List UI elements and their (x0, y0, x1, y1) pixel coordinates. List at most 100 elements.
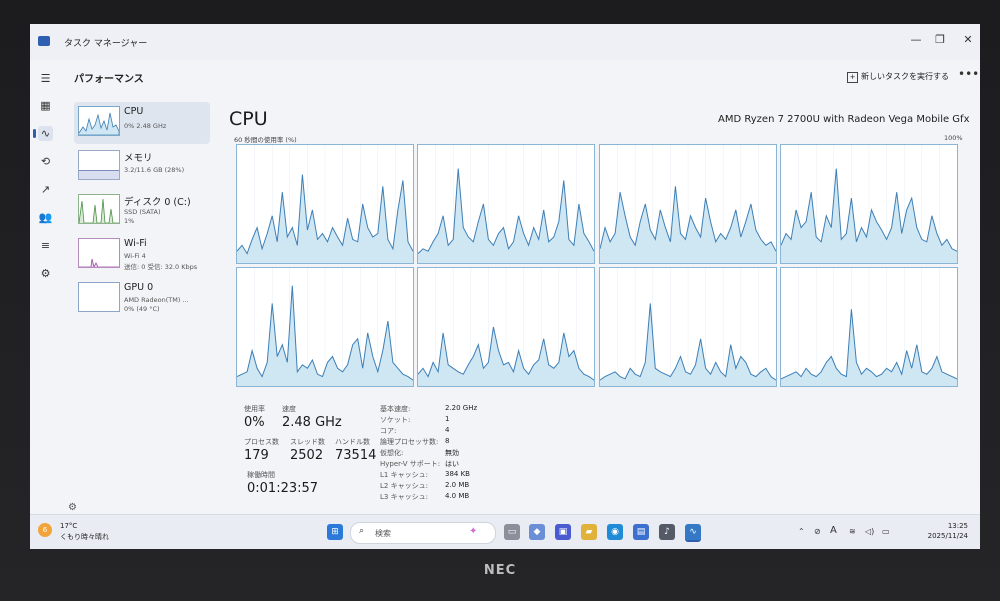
store-icon[interactable]: ▤ (633, 524, 649, 540)
left-nav: ☰ ▦ ∿ ⟲ ↗ 👥 ≡ ⚙ (30, 60, 60, 512)
media-player-icon[interactable]: ♪ (659, 524, 675, 540)
resource-gpu[interactable]: GPU 0 AMD Radeon(TM) ... 0% (49 °C) (74, 278, 210, 320)
spec-value: 2.0 MB (445, 481, 470, 489)
resource-name: CPU (124, 106, 144, 117)
resource-cpu[interactable]: CPU 0% 2.48 GHz (74, 102, 210, 144)
taskbar-search[interactable]: ⌕ 検索 ✦ (350, 522, 496, 544)
resource-sub: 送信: 0 受信: 32.0 Kbps (124, 263, 198, 271)
handles-value: 73514 (335, 448, 377, 463)
title-bar: タスク マネージャー — ❐ ✕ (30, 24, 980, 60)
startup-icon[interactable]: ↗ (40, 183, 51, 196)
spec-label: L1 キャッシュ: (380, 471, 428, 479)
run-new-task-button[interactable]: + 新しいタスクを実行する (847, 68, 949, 86)
performance-icon[interactable]: ∿ (33, 126, 53, 141)
more-options-button[interactable]: ••• (958, 67, 980, 81)
resource-sub: 0% (49 °C) (124, 305, 160, 313)
resource-memory[interactable]: メモリ 3.2/11.6 GB (28%) (74, 146, 210, 188)
details-icon[interactable]: ≡ (40, 239, 51, 252)
volume-icon[interactable]: ◁) (865, 527, 875, 536)
cpu-core-graph (599, 267, 777, 387)
cpu-core-chart (237, 268, 413, 386)
resource-name: ディスク 0 (C:) (124, 197, 191, 208)
wifi-icon[interactable]: ≋ (849, 527, 856, 536)
clock-date[interactable]: 2025/11/24 (927, 532, 968, 540)
cpu-usage-line (237, 174, 413, 255)
cpu-usage-line (418, 168, 594, 254)
ime-indicator[interactable]: A (830, 525, 837, 536)
cpu-usage-area (781, 309, 957, 386)
services-icon[interactable]: ⚙ (40, 267, 51, 280)
cpu-model: AMD Ryzen 7 2700U with Radeon Vega Mobil… (718, 114, 970, 125)
cpu-usage-line (600, 186, 776, 252)
weather-temp[interactable]: 17°C (60, 522, 78, 530)
page-title: パフォーマンス (74, 74, 144, 85)
resource-sub: AMD Radeon(TM) ... (124, 296, 189, 304)
processes-icon[interactable]: ▦ (40, 99, 51, 112)
spec-value: はい (445, 460, 459, 468)
threads-value: 2502 (290, 448, 324, 463)
weather-desc[interactable]: くもり時々晴れ (60, 533, 109, 541)
resource-sub: 3.2/11.6 GB (28%) (124, 166, 185, 174)
menu-icon[interactable]: ☰ (40, 72, 51, 85)
speed-label: 速度 (282, 405, 296, 413)
minimize-button[interactable]: — (910, 33, 922, 46)
spec-label: 仮想化: (380, 449, 404, 457)
usage-max: 100% (944, 134, 963, 142)
resource-name: メモリ (124, 153, 153, 164)
file-explorer-icon[interactable]: ▰ (581, 524, 597, 540)
search-icon: ⌕ (359, 526, 365, 536)
resource-name: Wi-Fi (124, 238, 147, 249)
resource-sub: 1% (124, 217, 135, 225)
cpu-core-chart (600, 145, 776, 263)
cpu-usage-line (418, 326, 594, 381)
users-icon[interactable]: 👥 (38, 211, 53, 224)
tray-overflow-icon[interactable]: ⌃ (798, 527, 805, 536)
teams-icon[interactable]: ▣ (555, 524, 571, 540)
spec-value: 4 (445, 426, 450, 434)
close-button[interactable]: ✕ (963, 33, 973, 46)
resource-wifi[interactable]: Wi-Fi Wi-Fi 4 送信: 0 受信: 32.0 Kbps (74, 234, 210, 276)
battery-icon[interactable]: ▭ (882, 527, 890, 536)
copilot-icon[interactable]: ✦ (469, 526, 478, 537)
start-icon[interactable]: ⊞ (327, 524, 343, 540)
window-title: タスク マネージャー (64, 39, 148, 49)
taskbar: 6 17°C くもり時々晴れ ⊞ ⌕ 検索 ✦ ▭ ◆ ▣ ▰ ◉ ▤ ♪ ∿ … (30, 514, 980, 549)
spec-value: 2.20 GHz (445, 404, 478, 412)
notification-off-icon[interactable]: ⊘ (814, 527, 821, 536)
cpu-core-graph (417, 144, 595, 264)
cpu-core-graph (417, 267, 595, 387)
cpu-usage-area (781, 168, 957, 263)
restore-button[interactable]: ❐ (935, 33, 945, 46)
edge-icon[interactable]: ◉ (607, 524, 623, 540)
weather-icon[interactable]: 6 (38, 523, 52, 537)
cpu-core-chart (600, 268, 776, 386)
cpu-usage-area (418, 168, 594, 263)
task-manager-icon (38, 36, 50, 46)
cpu-usage-area (237, 285, 413, 386)
copilot-app-icon[interactable]: ◆ (529, 524, 545, 540)
task-view-icon[interactable]: ▭ (504, 524, 520, 540)
wifi-thumbnail-graph (79, 258, 119, 267)
spec-label: ソケット: (380, 416, 411, 424)
utilization-value: 0% (244, 415, 265, 430)
clock-time[interactable]: 13:25 (947, 522, 968, 530)
gpu-thumbnail (78, 282, 120, 312)
wifi-thumbnail (78, 238, 120, 268)
task-manager-taskbar-icon[interactable]: ∿ (685, 524, 701, 542)
processes-value: 179 (244, 448, 269, 463)
resource-disk[interactable]: ディスク 0 (C:) SSD (SATA) 1% (74, 190, 210, 232)
settings-icon[interactable]: ⚙ (68, 502, 77, 513)
resource-sub: Wi-Fi 4 (124, 252, 146, 260)
cpu-core-chart (418, 145, 594, 263)
cpu-usage-line (237, 285, 413, 381)
cpu-usage-area (600, 303, 776, 386)
resource-name: GPU 0 (124, 282, 154, 293)
cpu-thumbnail (78, 106, 120, 136)
cpu-core-chart (418, 268, 594, 386)
run-task-label: 新しいタスクを実行する (861, 72, 949, 81)
cpu-graph-grid (236, 144, 958, 387)
cpu-core-chart (237, 145, 413, 263)
cpu-thumbnail-graph (79, 112, 119, 135)
history-icon[interactable]: ⟲ (40, 155, 51, 168)
speed-value: 2.48 GHz (282, 415, 342, 430)
